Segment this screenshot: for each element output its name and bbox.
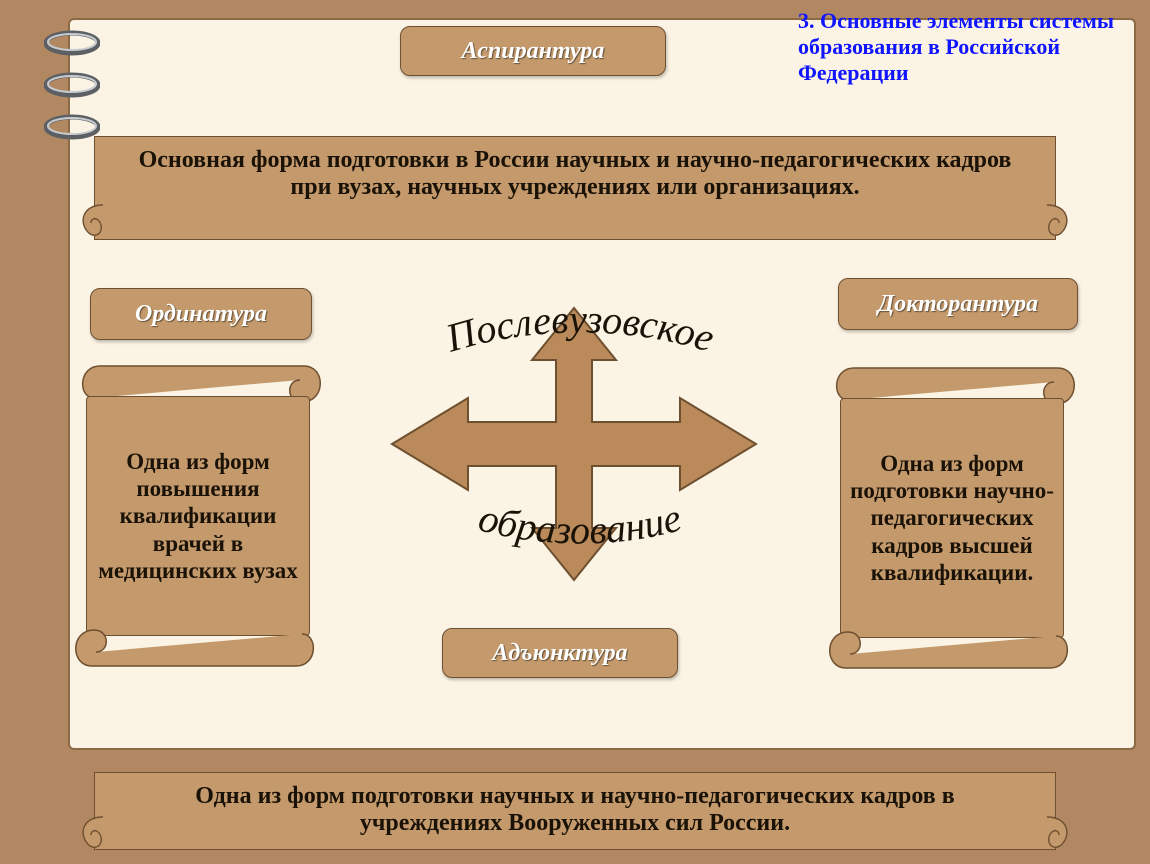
scroll-curl-icon (77, 813, 107, 855)
scroll-doktorantura-desc: Одна из форм подготовки научно-педагогич… (828, 356, 1076, 680)
svg-text:образование: образование (474, 495, 685, 553)
plaque-doktorantura: Докторантура (838, 278, 1078, 330)
banner-aspirantura-desc: Основная форма подготовки в России научн… (94, 136, 1056, 240)
scroll-text: Одна из форм повышения квалификации врач… (95, 448, 301, 584)
center-title: Послевузовское образование (320, 290, 840, 590)
plaque-adyunktura: Адъюнктура (442, 628, 678, 678)
scroll-ordinatura-desc: Одна из форм повышения квалификации врач… (74, 354, 322, 678)
plaque-label: Адъюнктура (492, 640, 627, 667)
binder-ring (44, 114, 100, 140)
svg-text:Послевузовское: Послевузовское (440, 296, 719, 360)
scroll-curl-icon (1043, 813, 1073, 855)
binder-ring (44, 30, 100, 56)
banner-text: Основная форма подготовки в России научн… (139, 147, 1012, 200)
plaque-label: Аспирантура (462, 38, 605, 65)
center-line1: Послевузовское (440, 296, 719, 360)
scroll-bottom-icon (74, 624, 322, 678)
scroll-text: Одна из форм подготовки научно-педагогич… (849, 450, 1055, 586)
binder-ring (44, 72, 100, 98)
banner-adyunktura-desc: Одна из форм подготовки научных и научно… (94, 772, 1056, 850)
center-line2: образование (474, 495, 685, 553)
section-heading: 3. Основные элементы системы образования… (798, 8, 1138, 86)
banner-text: Одна из форм подготовки научных и научно… (195, 783, 954, 836)
plaque-aspirantura: Аспирантура (400, 26, 666, 76)
plaque-ordinatura: Ординатура (90, 288, 312, 340)
scroll-curl-icon (77, 201, 107, 243)
plaque-label: Ординатура (135, 301, 267, 328)
plaque-label: Докторантура (878, 291, 1038, 318)
scroll-bottom-icon (828, 626, 1076, 680)
scroll-curl-icon (1043, 201, 1073, 243)
